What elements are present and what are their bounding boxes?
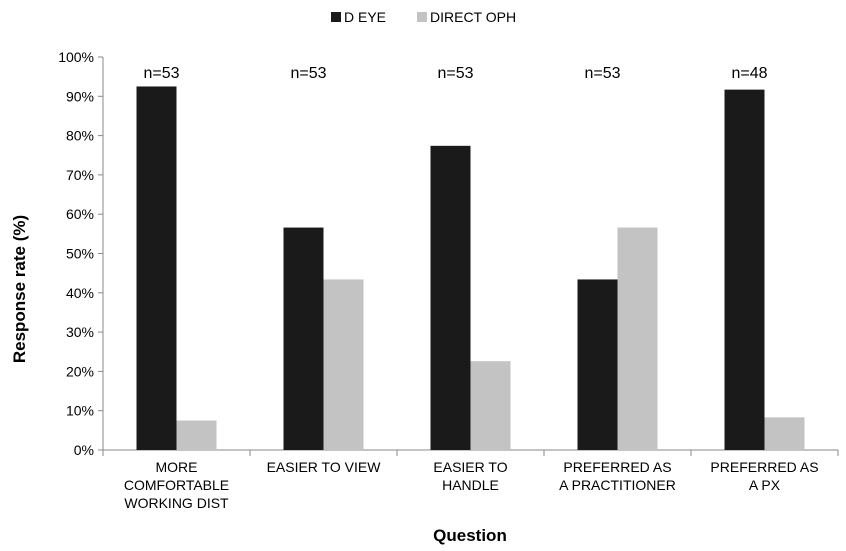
- y-axis: 0% 10% 20% 30% 40% 50% 60% 70% 80% 90% 100%: [58, 49, 104, 458]
- sample-size-label: n=53: [584, 65, 620, 82]
- n-labels: n=53 n=53 n=53 n=53 n=48: [143, 65, 767, 82]
- x-tick-label: EASIER TO HANDLE: [433, 459, 507, 493]
- y-tick-label: 80%: [66, 128, 94, 144]
- y-tick-label: 100%: [58, 49, 94, 65]
- legend: D EYE DIRECT OPH: [331, 9, 516, 25]
- y-tick-label: 10%: [66, 403, 94, 419]
- bars: [136, 86, 805, 450]
- y-tick-label: 90%: [66, 88, 94, 104]
- bar-d-eye: [577, 279, 618, 450]
- x-tick-label: PREFERRED AS A PX: [710, 459, 818, 493]
- x-tick-label: EASIER TO VIEW: [267, 459, 382, 475]
- y-tick-label: 50%: [66, 246, 94, 262]
- y-tick-label: 0%: [74, 442, 94, 458]
- x-tick-label: PREFERRED AS A PRACTITIONER: [559, 459, 676, 493]
- x-axis: MORE COMFORTABLE WORKING DIST EASIER TO VIE…: [102, 449, 839, 511]
- y-axis-title: Response rate (%): [10, 215, 29, 363]
- bar-d-eye: [724, 89, 765, 450]
- bar-direct-oph: [764, 417, 805, 450]
- sample-size-label: n=48: [731, 65, 767, 82]
- legend-label: DIRECT OPH: [430, 9, 516, 25]
- legend-swatch: [331, 12, 341, 22]
- bar-d-eye: [136, 86, 177, 450]
- legend-label: D EYE: [344, 9, 386, 25]
- legend-swatch: [417, 12, 427, 22]
- x-tick-label: MORE COMFORTABLE WORKING DIST: [124, 459, 229, 511]
- x-axis-title: Question: [433, 526, 507, 545]
- bar-direct-oph: [323, 279, 364, 450]
- bar-direct-oph: [617, 227, 658, 450]
- sample-size-label: n=53: [437, 65, 473, 82]
- sample-size-label: n=53: [143, 65, 179, 82]
- bar-d-eye: [430, 145, 471, 450]
- y-tick-label: 70%: [66, 167, 94, 183]
- y-tick-label: 30%: [66, 324, 94, 340]
- bar-direct-oph: [176, 420, 217, 450]
- sample-size-label: n=53: [290, 65, 326, 82]
- y-tick-label: 60%: [66, 206, 94, 222]
- bar-d-eye: [283, 227, 324, 450]
- y-tick-label: 20%: [66, 363, 94, 379]
- y-tick-label: 40%: [66, 285, 94, 301]
- bar-direct-oph: [470, 361, 511, 450]
